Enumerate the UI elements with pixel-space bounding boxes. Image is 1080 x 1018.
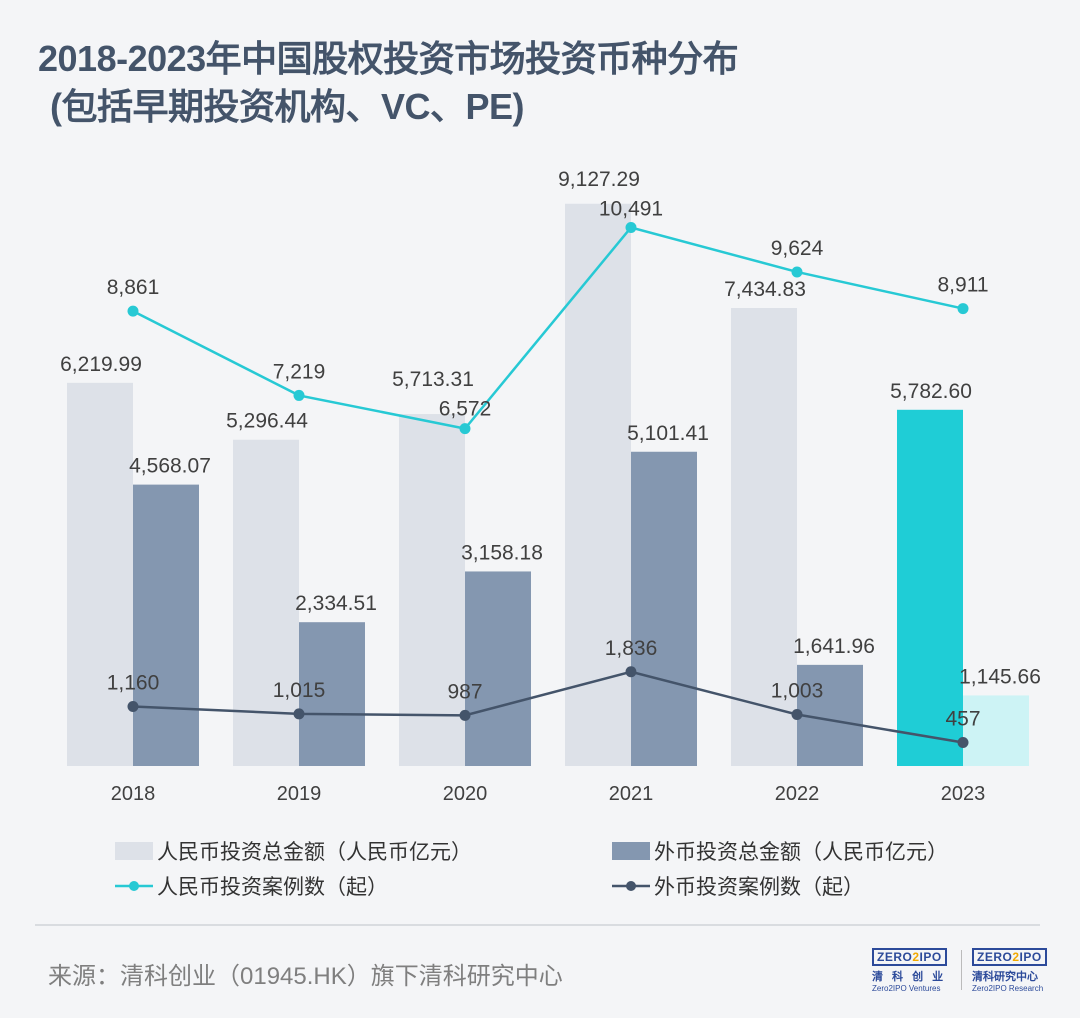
bar-rmb-amount (565, 203, 631, 767)
label-foreign-amount: 4,568.07 (129, 455, 211, 478)
zero2ipo-ventures-logo: ZERO2IPO 清 科 创 业 Zero2IPO Ventures (872, 948, 947, 993)
label-foreign-count: 1,160 (107, 671, 160, 694)
bar-foreign-amount (133, 484, 199, 766)
label-foreign-count: 457 (945, 708, 980, 731)
bar-rmb-amount (233, 439, 299, 766)
label-rmb-count: 9,624 (771, 237, 824, 260)
point-rmb-count (459, 423, 471, 435)
source-note: 来源：清科创业（01945.HK）旗下清科研究中心 (48, 963, 563, 990)
bar-rmb-amount (399, 414, 465, 766)
zero2ipo-research-logo: ZERO2IPO 清科研究中心 Zero2IPO Research (972, 948, 1047, 993)
x-tick-label: 2018 (111, 783, 156, 805)
label-foreign-amount: 5,101.41 (627, 422, 709, 445)
label-rmb-count: 7,219 (273, 360, 326, 383)
point-rmb-count (625, 221, 637, 233)
line-foreign-count (132, 670, 964, 744)
legend-swatch-rmb-amount (115, 842, 153, 860)
label-foreign-amount: 2,334.51 (295, 592, 377, 615)
label-foreign-amount: 3,158.18 (461, 541, 543, 564)
label-rmb-amount: 6,219.99 (60, 353, 142, 376)
point-rmb-count (957, 303, 969, 315)
point-foreign-count (459, 709, 471, 721)
bar-foreign-amount (299, 622, 365, 766)
label-foreign-count: 1,836 (605, 637, 658, 660)
bar-rmb-amount (67, 382, 133, 766)
label-rmb-count: 6,572 (439, 398, 492, 421)
bar-rmb-amount (731, 308, 797, 766)
point-foreign-count (127, 700, 139, 712)
chart-subtitle: (包括早期投资机构、VC、PE) (50, 86, 525, 127)
label-foreign-count: 1,015 (273, 679, 326, 702)
chart-title: 2018-2023年中国股权投资市场投资币种分布 (38, 38, 739, 79)
legend-marker-rmb-count (129, 881, 139, 891)
x-tick-label: 2019 (277, 783, 322, 805)
label-rmb-count: 8,861 (107, 276, 160, 299)
label-rmb-amount: 9,127.29 (558, 168, 640, 191)
legend-label-foreign-count: 外币投资案例数（起） (654, 876, 864, 899)
label-rmb-amount: 7,434.83 (724, 278, 806, 301)
point-foreign-count (791, 709, 803, 721)
label-foreign-count: 1,003 (771, 680, 824, 703)
bar-foreign-amount (963, 695, 1029, 766)
legend-swatch-foreign-amount (612, 842, 650, 860)
point-foreign-count (957, 737, 969, 749)
legend-label-rmb-amount: 人民币投资总金额（人民币亿元） (157, 841, 472, 864)
label-rmb-amount: 5,713.31 (392, 368, 474, 391)
bar-foreign-amount (465, 571, 531, 766)
point-rmb-count (293, 389, 305, 401)
label-rmb-count: 10,491 (599, 197, 663, 220)
point-rmb-count (127, 305, 139, 317)
line-rmb-count (132, 226, 964, 431)
point-foreign-count (625, 666, 637, 678)
legend-label-foreign-amount: 外币投资总金额（人民币亿元） (654, 841, 948, 864)
legend-marker-foreign-count (626, 881, 636, 891)
legend-label-rmb-count: 人民币投资案例数（起） (157, 876, 388, 899)
logo-divider (961, 950, 962, 990)
label-foreign-amount: 1,145.66 (959, 665, 1041, 688)
x-tick-label: 2023 (941, 783, 986, 805)
x-tick-label: 2021 (609, 783, 654, 805)
x-tick-label: 2020 (443, 783, 488, 805)
label-rmb-amount: 5,296.44 (226, 410, 308, 433)
label-rmb-count: 8,911 (938, 274, 989, 297)
point-foreign-count (293, 708, 305, 720)
label-foreign-amount: 1,641.96 (793, 635, 875, 658)
point-rmb-count (791, 266, 803, 278)
x-tick-label: 2022 (775, 783, 820, 805)
bar-foreign-amount (631, 451, 697, 766)
bar-rmb-amount (897, 409, 963, 766)
label-rmb-amount: 5,782.60 (890, 380, 972, 403)
label-foreign-count: 987 (447, 680, 482, 703)
